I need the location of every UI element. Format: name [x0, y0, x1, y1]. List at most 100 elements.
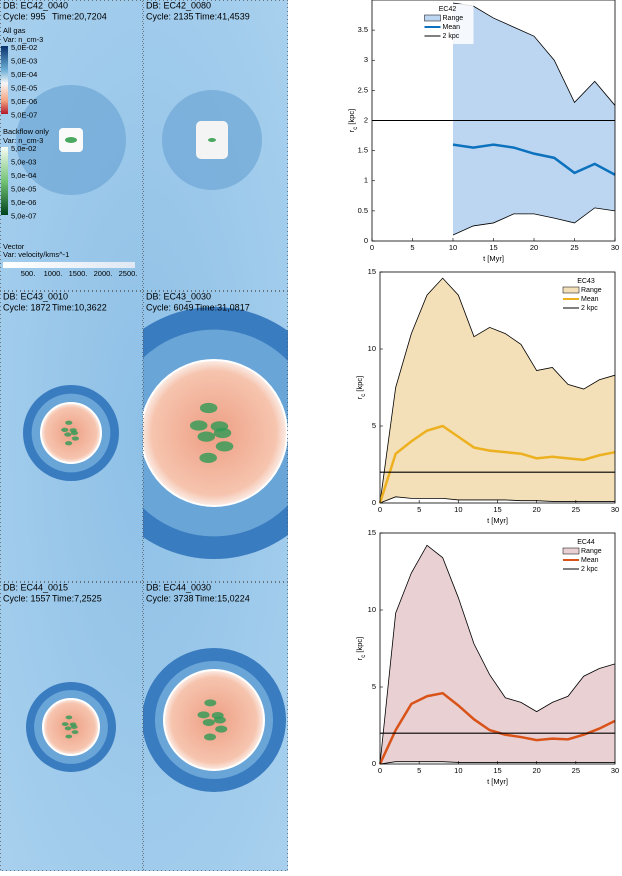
backflow — [65, 420, 73, 425]
vector-tick: 500. — [21, 269, 36, 278]
y-axis-label: rc [kpc] — [355, 376, 367, 399]
backflow — [199, 452, 217, 463]
range-band — [453, 3, 615, 235]
y-label-main: r — [347, 129, 356, 132]
backflow — [202, 718, 215, 726]
y-tick-label: 5 — [372, 682, 376, 691]
simulation-panel — [0, 291, 143, 582]
legend-label: Mean — [581, 557, 599, 564]
colorbar-title: Backflow only — [3, 127, 49, 136]
legend-label: 2 kpc — [581, 305, 598, 312]
backflow — [208, 138, 216, 142]
legend-title: EC44 — [577, 539, 595, 546]
backflow — [65, 137, 77, 143]
x-axis-label: t [Myr] — [483, 254, 504, 263]
vector-title: Vector — [3, 242, 25, 251]
x-tick-label: 5 — [417, 766, 421, 775]
x-tick-label: 15 — [493, 766, 501, 775]
legend-box — [560, 537, 612, 577]
x-tick-label: 30 — [611, 505, 619, 514]
x-tick-label: 5 — [417, 505, 421, 514]
x-tick-label: 10 — [454, 505, 462, 514]
x-tick-label: 15 — [493, 505, 501, 514]
x-tick-label: 0 — [378, 766, 382, 775]
panel-db: DB: EC42_0080 — [146, 0, 211, 10]
y-tick-label: 2.5 — [358, 85, 368, 94]
range-upper — [452, 2, 616, 106]
backflow — [71, 436, 79, 441]
x-tick-label: 15 — [489, 243, 497, 252]
simulation-panel — [143, 0, 288, 291]
y-tick-label: 5 — [372, 421, 376, 430]
colorbar-tick: 5,0e-02 — [11, 144, 36, 153]
colorbar-tick: 5,0e-06 — [11, 198, 36, 207]
legend-box — [560, 276, 612, 316]
y-tick-label: 15 — [368, 528, 376, 537]
y-axis-label: rc [kpc] — [347, 109, 359, 132]
colorbar-title: All gas — [3, 26, 26, 35]
simulation-panel — [0, 582, 143, 871]
y-label-unit: [kpc] — [355, 637, 364, 655]
vector-tick: 2000. — [94, 269, 113, 278]
y-tick-label: 0 — [364, 236, 368, 245]
x-axis-label: t [Myr] — [487, 516, 508, 525]
backflow — [61, 427, 69, 433]
backflow — [210, 421, 229, 432]
mean-line — [452, 143, 616, 176]
range-band — [380, 278, 615, 503]
x-tick-label: 0 — [378, 505, 382, 514]
colorbar-tick: 5,0E-04 — [11, 70, 37, 79]
backflow — [189, 420, 208, 431]
backflow — [199, 402, 218, 414]
backflow — [64, 726, 72, 731]
colorbar-tick: 5,0E-06 — [11, 97, 37, 106]
y-label-sub: c — [361, 655, 367, 658]
legend-label: Range — [581, 287, 602, 294]
legend-box — [421, 4, 474, 44]
y-tick-label: 1 — [364, 176, 368, 185]
panel-db: DB: EC44_0015 — [3, 582, 68, 592]
x-tick-label: 20 — [532, 766, 540, 775]
panel-time: Time:7,2525 — [52, 593, 102, 603]
colorbar-tick: 5,0E-05 — [11, 83, 37, 92]
y-tick-label: 2 — [364, 115, 368, 124]
y-tick-label: 3 — [364, 55, 368, 64]
colorbar-tick: 5,0e-04 — [11, 171, 36, 180]
backflow — [65, 441, 73, 446]
range-band — [380, 545, 615, 764]
x-tick-label: 25 — [570, 243, 578, 252]
y-tick-label: 10 — [368, 344, 376, 353]
x-tick-label: 5 — [410, 243, 414, 252]
panel-cycle: Cycle: 1872 — [3, 302, 51, 312]
backflow — [65, 715, 73, 720]
y-label-main: r — [355, 396, 364, 399]
y-label-unit: [kpc] — [347, 109, 356, 127]
backflow — [197, 711, 210, 719]
backflow — [197, 431, 216, 442]
y-tick-label: 0 — [372, 759, 376, 768]
y-tick-label: 0.5 — [358, 206, 368, 215]
legend-label: 2 kpc — [581, 566, 598, 573]
vector-tick: 2500. — [119, 269, 138, 278]
vector-var: Var: velocity/kms^-1 — [3, 250, 69, 259]
colorbar-tick: 5,0e-07 — [11, 211, 36, 220]
panel-db: DB: EC43_0010 — [3, 291, 68, 301]
legend-label: Range — [443, 15, 464, 22]
y-tick-label: 0 — [372, 498, 376, 507]
panel-db: DB: EC42_0040 — [3, 0, 68, 10]
colorbar-tick: 5,0e-03 — [11, 157, 36, 166]
backflow — [211, 711, 224, 719]
panel-time: Time:15,0224 — [195, 593, 250, 603]
x-tick-label: 10 — [454, 766, 462, 775]
range-upper — [379, 277, 616, 504]
vector-tick: 1000. — [44, 269, 63, 278]
x-axis-label: t [Myr] — [487, 777, 508, 786]
y-tick-label: 1.5 — [358, 146, 368, 155]
y-label-main: r — [355, 657, 364, 660]
simulation-panel — [0, 0, 143, 291]
backflow — [69, 428, 77, 433]
legend-label: 2 kpc — [443, 33, 460, 40]
backflow — [204, 733, 217, 741]
y-tick-label: 15 — [368, 267, 376, 276]
